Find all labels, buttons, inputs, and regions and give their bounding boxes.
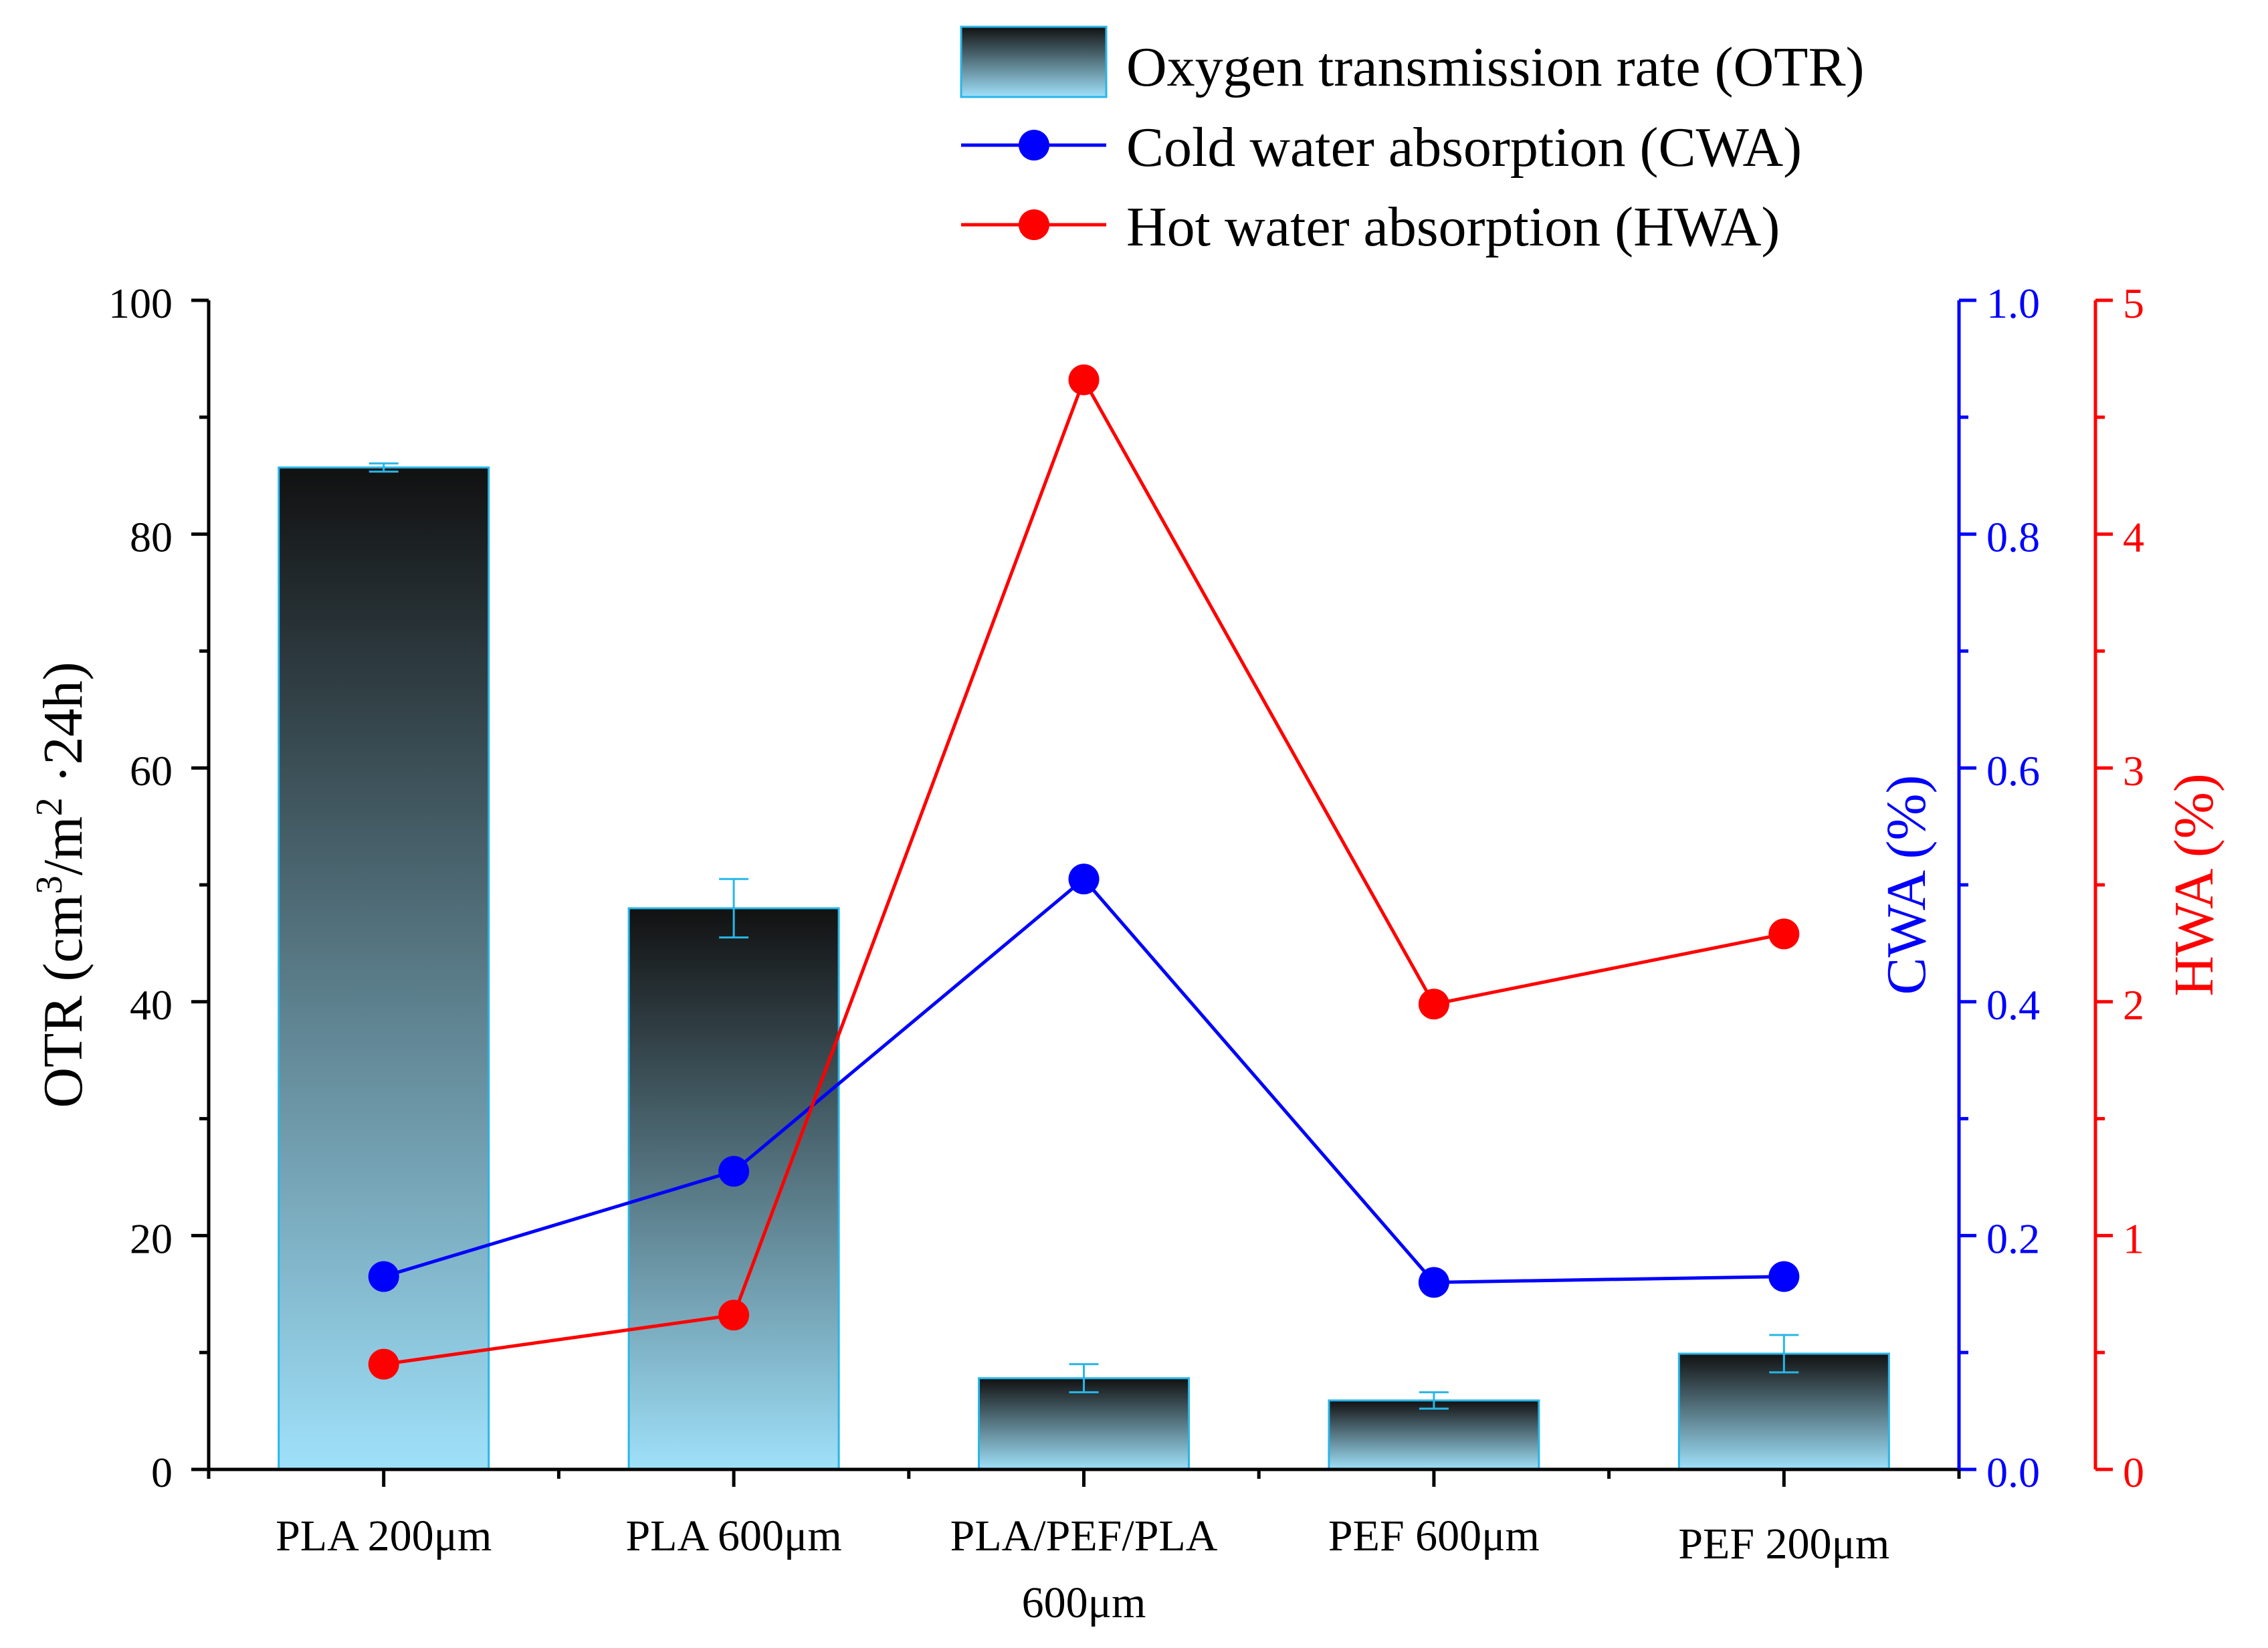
legend: Oxygen transmission rate (OTR) Cold wate…: [960, 25, 1864, 258]
hwa-point: [368, 1348, 399, 1380]
cwa-tick-label: 0.6: [1986, 747, 2040, 795]
cwa-point: [1768, 1261, 1800, 1292]
cwa-axis-title: CWA (%): [1875, 775, 1938, 995]
x-tick-label: PLA 200μm: [276, 1512, 492, 1560]
cwa-tick-label: 0.4: [1986, 981, 2040, 1029]
cwa-tick-label: 0.0: [1986, 1449, 2040, 1496]
left-tick-label: 100: [108, 280, 173, 327]
hwa-point: [1418, 989, 1449, 1020]
hwa-tick-label: 3: [2123, 747, 2144, 795]
otr-bars: [278, 462, 1890, 1471]
otr-bar: [627, 907, 840, 1471]
otr-bar: [278, 466, 490, 1471]
left-tick-label: 40: [130, 981, 173, 1029]
legend-cwa-label: Cold water absorption (CWA): [1126, 116, 1802, 179]
legend-otr-label: Oxygen transmission rate (OTR): [1126, 36, 1864, 98]
legend-cwa-marker: [1019, 130, 1049, 161]
hwa-tick-label: 4: [2123, 514, 2144, 561]
hwa-point: [718, 1300, 750, 1331]
cwa-line: [383, 876, 1784, 1284]
hwa-axis-title: HWA (%): [2163, 773, 2225, 997]
legend-hwa-marker: [1019, 209, 1049, 240]
cwa-point: [1068, 863, 1100, 895]
axis-ticks: 0 20 40 60 80 100 0.0 0.2 0.4 0.6 0.8 1.0 0 1 2 3 4 5 PLA …: [108, 280, 2144, 1627]
left-tick-label: 80: [130, 514, 173, 561]
cwa-tick-label: 1.0: [1986, 280, 2040, 327]
x-tick-label: PLA/PEF/PLA 600μm: [950, 1512, 1218, 1627]
left-tick-label: 0: [151, 1449, 173, 1496]
hwa-point: [1068, 364, 1100, 395]
hwa-point: [1768, 918, 1800, 950]
cwa-point: [718, 1156, 750, 1187]
x-tick-label: PEF 600μm: [1328, 1512, 1540, 1560]
data-lines: [368, 364, 1800, 1380]
otr-bar: [1328, 1399, 1540, 1471]
hwa-tick-label: 0: [2123, 1449, 2144, 1496]
x-tick-label: PLA 600μm: [625, 1512, 841, 1560]
cwa-tick-label: 0.8: [1986, 514, 2040, 561]
cwa-tick-label: 0.2: [1986, 1215, 2040, 1262]
hwa-tick-label: 5: [2123, 280, 2144, 327]
legend-otr-swatch: [960, 25, 1108, 98]
cwa-point: [368, 1261, 399, 1292]
left-axis-title: OTR (cm3/m2 ·24h): [29, 661, 94, 1108]
left-tick-label: 20: [130, 1215, 173, 1262]
left-tick-label: 60: [130, 747, 173, 795]
hwa-tick-label: 2: [2123, 981, 2144, 1029]
hwa-tick-label: 1: [2123, 1215, 2144, 1262]
x-tick-label: PEF 200μm: [1678, 1520, 1889, 1568]
legend-hwa-label: Hot water absorption (HWA): [1126, 196, 1780, 258]
cwa-point: [1418, 1267, 1449, 1298]
